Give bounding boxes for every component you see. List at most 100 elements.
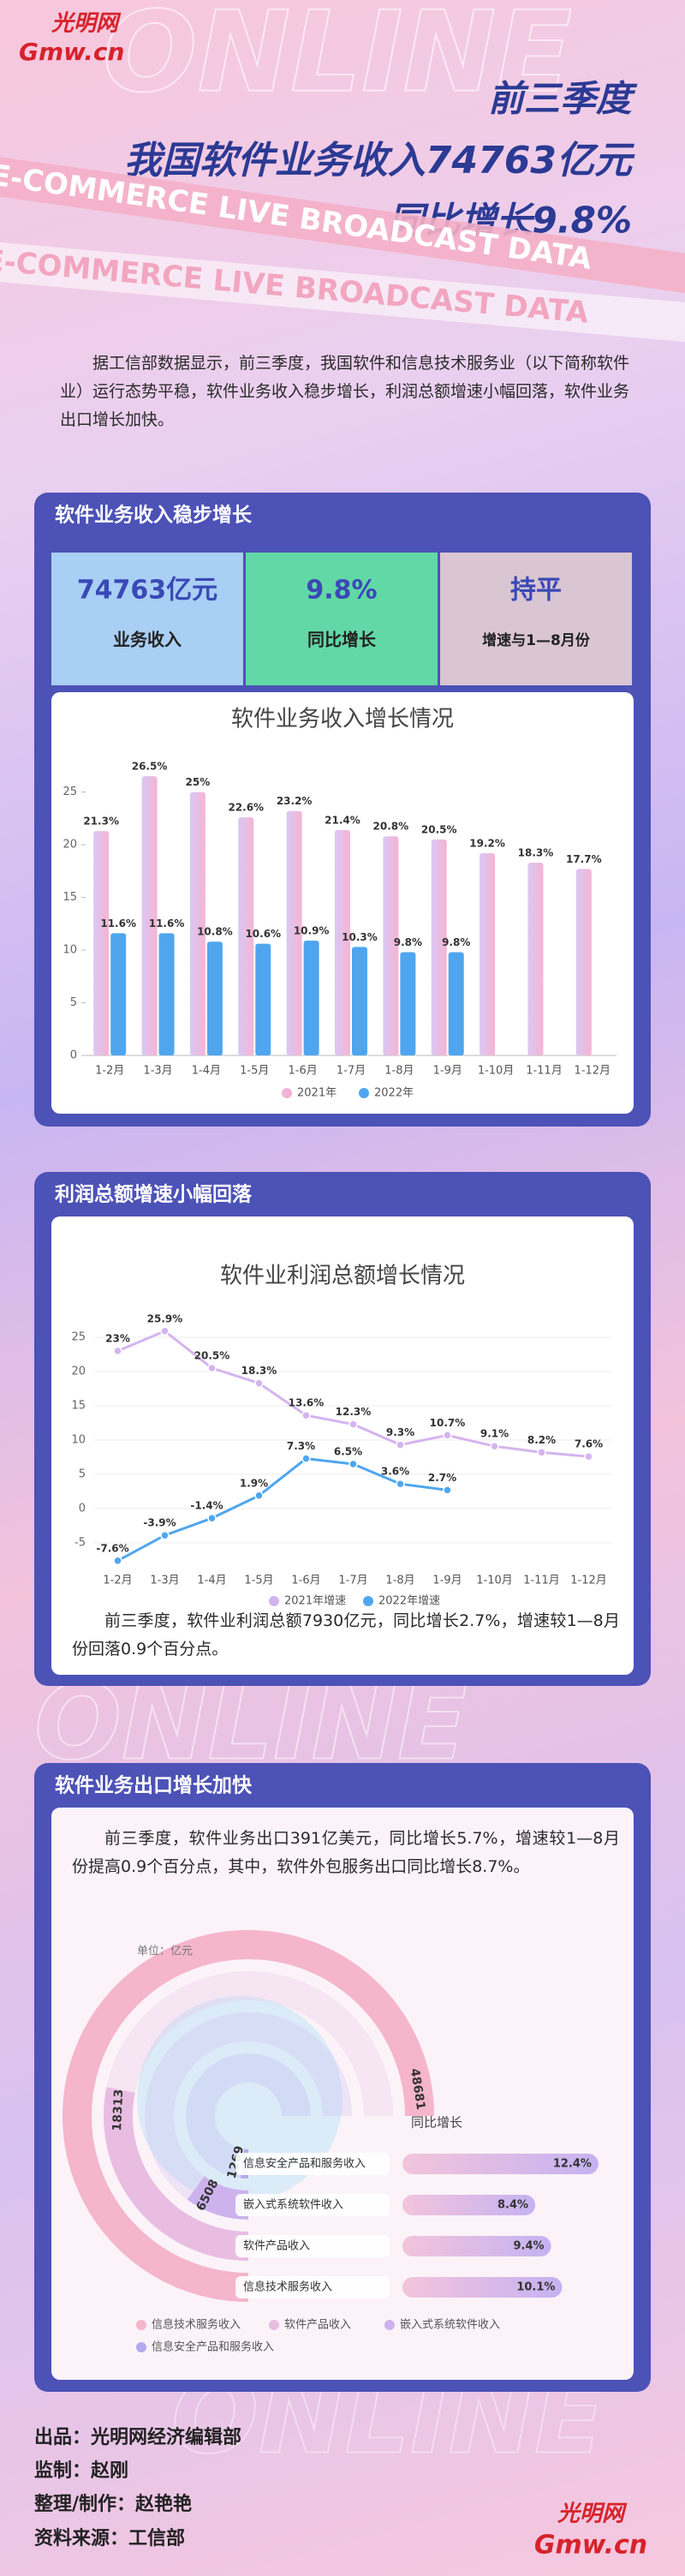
legend-label: 2022年增速 <box>378 1595 440 1608</box>
data-label: 11.6% <box>149 917 185 929</box>
unit-label: 单位：亿元 <box>137 1945 193 1958</box>
x-tick-label: 1-5月 <box>244 1575 273 1587</box>
data-label: 18.3% <box>518 846 554 858</box>
x-tick-label: 1-6月 <box>291 1575 320 1587</box>
ring-bar <box>63 1930 434 2302</box>
x-tick-label: 1-2月 <box>95 1065 124 1078</box>
bar <box>431 839 447 1055</box>
data-label: 23% <box>105 1333 130 1345</box>
legend-swatch <box>136 2320 146 2330</box>
ring-bar <box>104 2087 249 2261</box>
legend-label: 嵌入式系统软件收入 <box>400 2319 500 2332</box>
data-label: 21.4% <box>325 814 360 826</box>
banner-band <box>0 237 685 350</box>
x-tick-label: 1-3月 <box>150 1575 179 1587</box>
bar <box>352 947 367 1055</box>
legend-label: 2021年增速 <box>284 1595 346 1608</box>
category-label: 软件产品收入 <box>243 2240 310 2253</box>
x-tick-label: 1-11月 <box>523 1575 560 1587</box>
data-label: 9.8% <box>442 936 470 948</box>
data-label: 8.2% <box>527 1434 556 1446</box>
data-label: 13.6% <box>289 1397 325 1409</box>
point <box>160 1326 170 1336</box>
hbar <box>402 2195 536 2215</box>
y-tick-label: -5 <box>74 1537 86 1550</box>
point <box>207 1513 217 1523</box>
x-tick-label: 1-9月 <box>433 1065 462 1078</box>
section-text: 前三季度，软件业务出口391亿美元，同比增长5.7%，增速较1—8月份提高0.9… <box>72 1829 620 1876</box>
data-label: 10.1% <box>516 2281 555 2294</box>
bar <box>335 829 350 1055</box>
point <box>254 1491 264 1501</box>
credit: 监制：赵刚 <box>34 2459 128 2482</box>
point <box>160 1530 170 1540</box>
x-tick-label: 1-5月 <box>240 1065 269 1078</box>
section-text: 前三季度，软件业利润总额7930亿元，同比增长2.7%，增速较1—8月份回落0.… <box>72 1611 620 1659</box>
data-label: 8.4% <box>497 2199 528 2212</box>
chart-title: 软件业利润总额增长情况 <box>220 1264 465 1289</box>
data-label: 22.6% <box>228 802 264 814</box>
data-label: -3.9% <box>143 1517 176 1529</box>
y-tick-label: 20 <box>63 839 77 852</box>
watermark: ONLINE <box>103 0 572 117</box>
point <box>443 1431 452 1440</box>
data-label: 6.5% <box>334 1446 362 1458</box>
stat-box <box>246 553 438 685</box>
data-label: 7.3% <box>287 1440 315 1452</box>
headline: 我国软件业务收入74763亿元 <box>124 139 635 182</box>
data-label: 10.9% <box>294 924 330 936</box>
bar <box>189 792 206 1055</box>
data-label: 9.8% <box>394 936 422 948</box>
category-pill <box>235 2235 390 2257</box>
point <box>396 1440 405 1449</box>
point <box>301 1410 311 1420</box>
hbar <box>402 2236 551 2256</box>
y-tick-label: 5 <box>70 996 77 1009</box>
hbar <box>402 2277 563 2298</box>
x-tick-label: 1-2月 <box>103 1575 132 1587</box>
data-label: 10.7% <box>430 1417 466 1429</box>
point <box>537 1448 546 1457</box>
bar <box>480 852 496 1055</box>
x-tick-label: 1-3月 <box>143 1065 172 1078</box>
data-label: 3.6% <box>381 1466 409 1478</box>
point <box>348 1459 358 1469</box>
data-label: 2.7% <box>428 1472 456 1484</box>
point <box>490 1441 499 1451</box>
section-title: 利润总额增速小幅回落 <box>55 1183 253 1206</box>
data-label: 9.1% <box>480 1428 509 1440</box>
category-pill <box>235 2194 390 2216</box>
logo-decoration <box>137 1996 342 2202</box>
x-tick-label: 1-8月 <box>384 1065 414 1078</box>
legend-label: 2022年 <box>374 1087 414 1100</box>
data-label: 12.3% <box>336 1406 372 1418</box>
headline: 前三季度 <box>488 78 638 120</box>
line <box>116 1457 448 1563</box>
data-label: 18.3% <box>241 1365 277 1377</box>
y-tick-label: 0 <box>70 1049 77 1062</box>
x-tick-label: 1-4月 <box>192 1065 221 1078</box>
legend-swatch <box>384 2320 395 2330</box>
x-tick-label: 1-7月 <box>338 1575 367 1587</box>
data-label: 19.2% <box>469 837 505 849</box>
bar <box>383 836 399 1055</box>
stat-value: 持平 <box>510 576 562 606</box>
category-label: 信息安全产品和服务收入 <box>243 2157 366 2171</box>
bar <box>303 940 319 1055</box>
data-label: 10.3% <box>342 931 378 943</box>
data-label: 7.6% <box>575 1438 603 1450</box>
data-label: 11.6% <box>100 917 136 929</box>
point <box>207 1363 217 1373</box>
hbar <box>402 2154 599 2174</box>
category-pill <box>235 2153 390 2175</box>
logo: 光明网 <box>51 11 122 37</box>
stat-label: 同比增长 <box>307 630 377 650</box>
section-title: 软件业务出口增长加快 <box>55 1774 253 1797</box>
logo: 光明网 <box>557 2501 628 2527</box>
data-label: 9.4% <box>513 2240 544 2253</box>
bar <box>238 817 254 1055</box>
x-tick-label: 1-10月 <box>476 1575 513 1587</box>
point <box>396 1479 405 1489</box>
stat-box <box>440 553 632 685</box>
y-tick-label: 25 <box>63 786 77 798</box>
